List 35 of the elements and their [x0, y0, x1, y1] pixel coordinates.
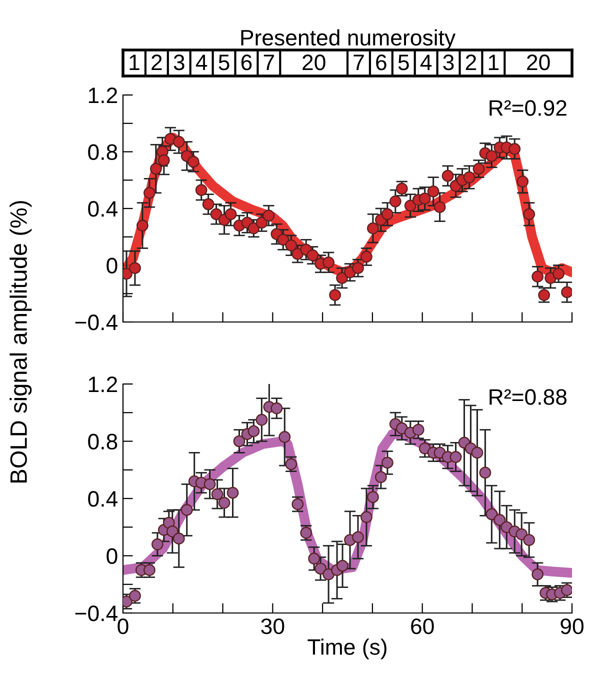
text: 7: [264, 54, 274, 70]
text: 1: [130, 54, 140, 70]
y-axis-title: BOLD signal amplitude (%): [10, 201, 32, 482]
y-tick-label: 1.2: [88, 376, 118, 392]
text: 3: [443, 54, 454, 70]
text: 5: [398, 54, 409, 70]
y-tick-label: 0: [106, 548, 118, 564]
text: 4: [420, 54, 432, 70]
y-tick-label: −0.4: [75, 606, 118, 622]
x-axis-title: Time (s): [308, 638, 386, 660]
y-tick-label: 1.2: [88, 88, 118, 104]
text: 6: [241, 54, 252, 70]
y-tick-label: 0: [106, 258, 118, 274]
text: 5: [218, 54, 230, 70]
text: 1: [488, 54, 499, 70]
x-tick-label: 90: [560, 618, 584, 634]
y-tick-label: 0.8: [88, 144, 118, 160]
text: 20: [302, 54, 326, 70]
text: 20: [527, 54, 550, 70]
x-tick-label: 60: [411, 618, 434, 634]
y-tick-label: 0.4: [88, 491, 118, 507]
chart-title: Presented numerosity: [241, 29, 456, 50]
text: 2: [466, 54, 476, 70]
annotation: R²=0.92: [490, 100, 566, 116]
text: 4: [196, 54, 208, 70]
text: 6: [376, 54, 386, 70]
text: 3: [174, 54, 184, 70]
text: 7: [354, 54, 364, 70]
text: 2: [152, 54, 162, 70]
annotation: R²=0.88: [490, 389, 567, 405]
y-tick-label: −0.4: [75, 314, 118, 330]
y-tick-label: 0.8: [88, 434, 118, 450]
x-tick-label: 30: [261, 618, 284, 634]
x-tick-label: 0: [118, 618, 128, 634]
y-tick-label: 0.4: [88, 201, 118, 217]
